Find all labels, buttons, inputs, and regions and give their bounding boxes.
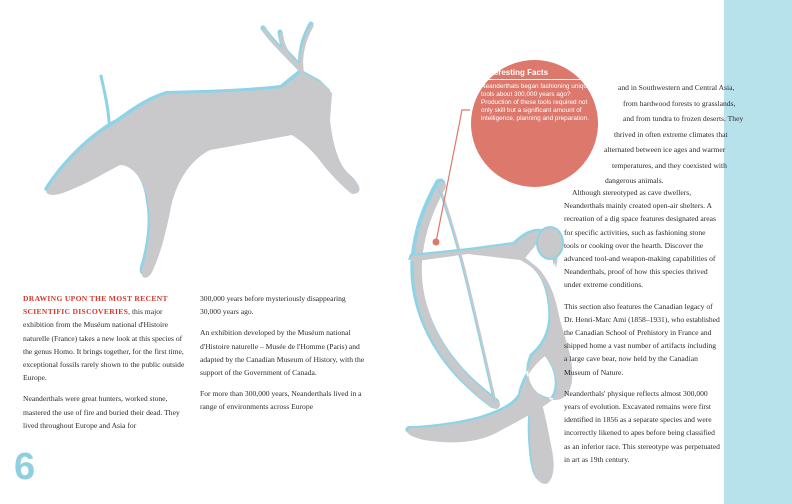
facts-body: Neanderthals began fashioning unique too… <box>481 83 591 123</box>
intro-rest: , this major exhibition from the Muséum … <box>23 307 185 383</box>
page-number: 6 <box>14 446 36 488</box>
wrapped-text-block: and in Southwestern and Central Asia, fr… <box>550 80 744 189</box>
text-column-2: 300,000 years before mysteriously disapp… <box>200 292 368 422</box>
paragraph: Neanderthals' physique reflects almost 3… <box>564 388 720 464</box>
paragraph: For more than 300,000 years, Neanderthal… <box>200 389 362 412</box>
text-line: temperatures, and they coexisted with <box>612 160 727 170</box>
paragraph: Although stereotyped as cave dwellers, N… <box>564 188 717 290</box>
text-line: and from tundra to frozen deserts. They <box>623 114 744 123</box>
facts-circle <box>471 60 598 187</box>
paragraph: Neanderthals were great hunters, worked … <box>23 394 180 430</box>
paragraph: An exhibition developed by the Muséum na… <box>200 328 365 378</box>
paragraph: This section also features the Canadian … <box>564 301 720 377</box>
facts-title: Interesting Facts <box>484 68 549 77</box>
paragraph: 300,000 years before mysteriously disapp… <box>200 294 346 317</box>
text-line: dangerous animals. <box>605 176 664 185</box>
text-column-3: Although stereotyped as cave dwellers, N… <box>564 186 720 474</box>
text-line: alternated between ice ages and warmer <box>604 145 726 154</box>
cave-painting-archer <box>405 178 573 484</box>
lead-in: DRAWING UPON THE MOST RECENT SCIENTIFIC … <box>23 294 168 317</box>
cave-painting-deer <box>44 21 360 278</box>
text-line: and in Southwestern and Central Asia, <box>618 83 735 92</box>
text-column-1: DRAWING UPON THE MOST RECENT SCIENTIFIC … <box>23 292 185 440</box>
text-line: from hardwood forests to grasslands, <box>623 98 736 108</box>
side-color-band <box>724 0 792 504</box>
intro-paragraph: DRAWING UPON THE MOST RECENT SCIENTIFIC … <box>23 292 185 384</box>
text-line: thrived in often extreme climates that <box>614 129 728 139</box>
facts-divider <box>480 79 594 80</box>
facts-callout-pointer <box>432 109 470 246</box>
